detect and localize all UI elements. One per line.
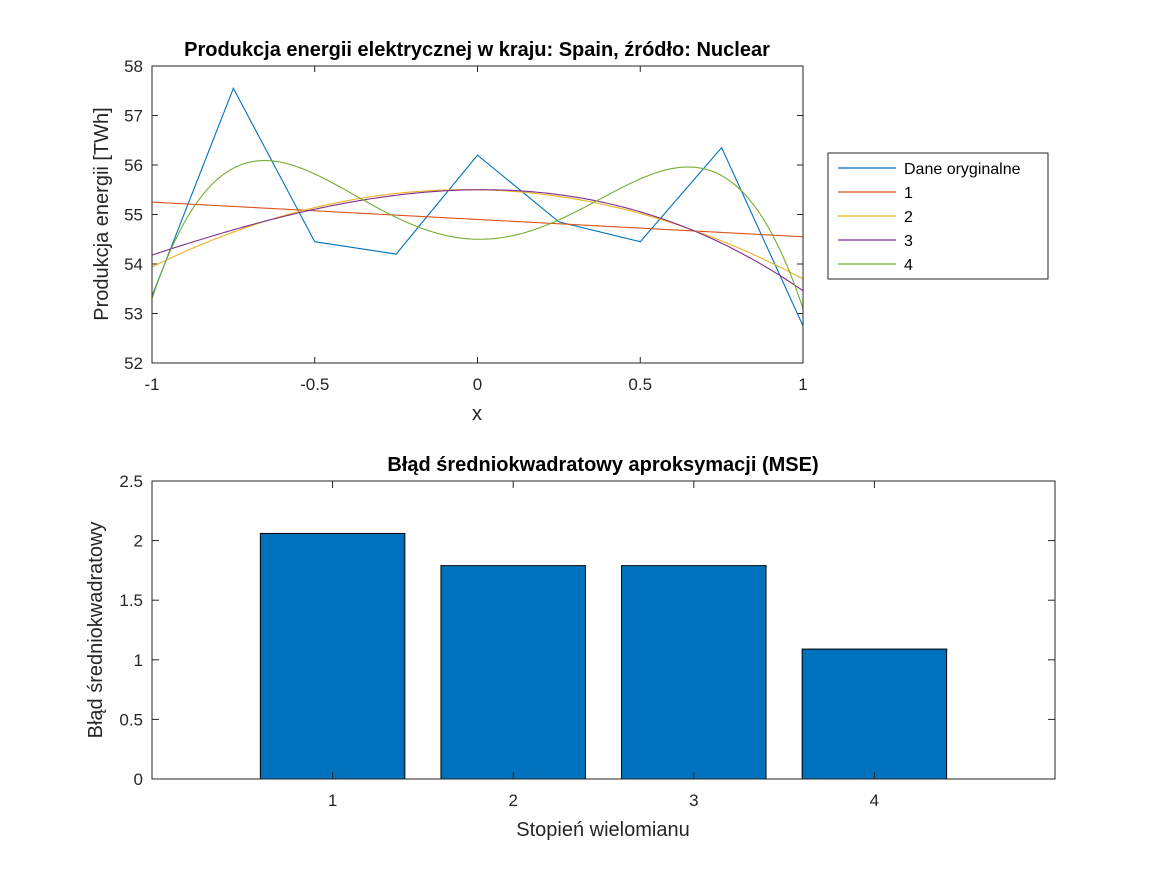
chart1-axes-box <box>151 65 804 364</box>
chart1-title: Produkcja energii elektrycznej w kraju: … <box>184 39 770 61</box>
series-line-3 <box>151 189 804 292</box>
chart1-x-tick-label: -0.5 <box>300 375 329 394</box>
chart1-series-lines <box>151 86 804 327</box>
legend-label-4: 4 <box>904 257 913 274</box>
mse-bar-chart: Błąd średniokwadratowy aproksymacji (MSE… <box>85 454 1056 841</box>
legend-label-1: 1 <box>904 185 913 202</box>
energy-line-chart: Produkcja energii elektrycznej w kraju: … <box>91 39 1049 425</box>
chart2-y-tick-label: 2.5 <box>119 472 143 491</box>
legend-label-3: 3 <box>904 233 913 250</box>
chart1-y-tick-label: 52 <box>124 354 143 373</box>
chart2-y-tick-label: 0.5 <box>119 710 143 729</box>
chart1-y-tick-label: 56 <box>124 156 143 175</box>
chart2-x-axis-label: Stopień wielomianu <box>516 819 689 841</box>
chart2-y-tick-label: 0 <box>134 770 143 789</box>
chart2-y-axis-label: Błąd średniokwadratowy <box>85 522 107 739</box>
chart1-x-axis-label: x <box>472 403 482 425</box>
chart1-x-tick-label: -1 <box>144 375 159 394</box>
series-line-4 <box>151 160 804 309</box>
chart1-y-tick-label: 54 <box>124 255 143 274</box>
chart2-tick-labels: 1 2 3 4 0 0.5 1 1.5 2 2.5 <box>119 472 879 810</box>
bar-degree-2 <box>440 565 586 780</box>
chart2-y-tick-label: 1 <box>134 651 143 670</box>
chart1-x-tick-label: 1 <box>798 375 807 394</box>
chart1-plot-area <box>152 66 803 363</box>
legend-label-2: 2 <box>904 209 913 226</box>
legend-label-0: Dane oryginalne <box>904 161 1021 178</box>
chart1-y-axis-label: Produkcja energii [TWh] <box>91 107 113 320</box>
chart2-title: Błąd średniokwadratowy aproksymacji (MSE… <box>387 454 818 476</box>
chart1-y-tick-label: 55 <box>124 206 143 225</box>
chart2-axes-box <box>151 480 1056 780</box>
bar-degree-4 <box>801 648 948 780</box>
chart2-bars <box>259 532 948 780</box>
chart1-legend: Dane oryginalne 1 2 3 4 <box>827 152 1049 280</box>
chart1-x-tick-label: 0 <box>473 375 482 394</box>
chart2-x-tick-label: 1 <box>328 791 337 810</box>
chart1-x-tick-label: 0.5 <box>628 375 652 394</box>
chart2-y-tick-label: 1.5 <box>119 591 143 610</box>
chart1-y-tick-label: 57 <box>124 107 143 126</box>
series-line-0 <box>151 86 804 327</box>
chart1-y-tick-label: 53 <box>124 305 143 324</box>
bar-degree-1 <box>259 532 406 780</box>
chart2-x-tick-label: 2 <box>508 791 517 810</box>
chart2-x-tick-label: 4 <box>870 791 879 810</box>
chart2-x-tick-label: 3 <box>689 791 698 810</box>
bar-degree-3 <box>621 565 767 780</box>
chart1-y-tick-label: 58 <box>124 57 143 76</box>
chart2-y-tick-label: 2 <box>134 532 143 551</box>
chart1-tick-labels: -1 -0.5 0 0.5 1 52 53 54 55 56 57 58 <box>124 57 808 394</box>
